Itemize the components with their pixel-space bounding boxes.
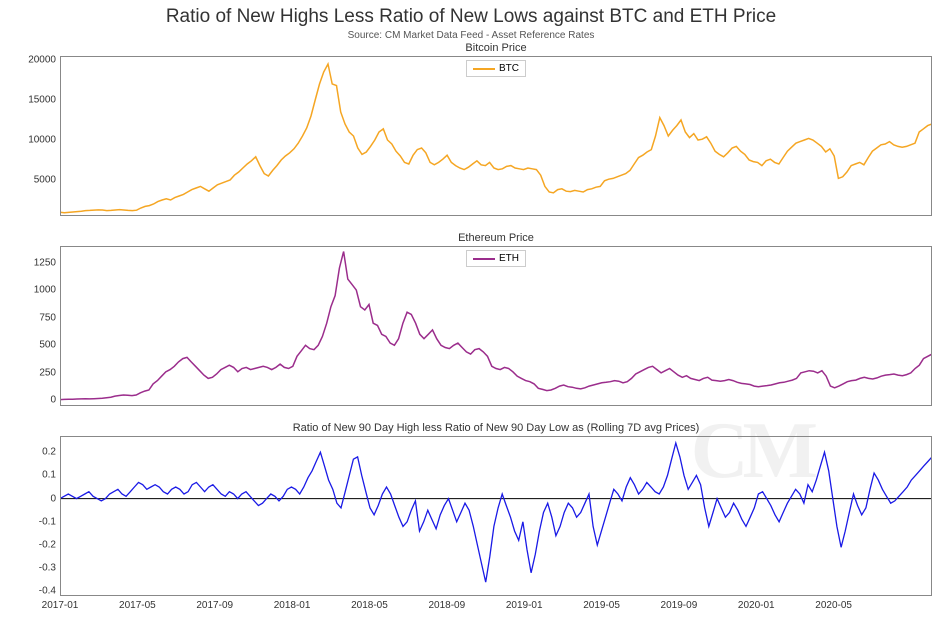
y-tick-label: -0.2 [39,539,60,550]
panel-eth: Ethereum Price ETH 025050075010001250 [60,246,932,406]
panel-ratio-title: Ratio of New 90 Day High less Ratio of N… [60,422,932,434]
x-tick-label: 2020-01 [738,596,775,611]
panel-eth-title: Ethereum Price [60,232,932,244]
y-tick-label: -0.1 [39,516,60,527]
x-tick-label: 2019-01 [506,596,543,611]
legend-btc: BTC [466,60,526,77]
y-tick-label: 1250 [34,257,60,268]
chart-ratio-svg [60,436,932,596]
legend-btc-swatch [473,68,495,70]
y-tick-label: -0.3 [39,563,60,574]
x-tick-label: 2017-05 [119,596,156,611]
x-tick-label: 2019-05 [583,596,620,611]
chart-btc-svg [60,56,932,216]
y-tick-label: 20000 [28,55,60,66]
x-tick-label: 2019-09 [661,596,698,611]
legend-eth: ETH [466,250,526,267]
y-tick-label: 1000 [34,285,60,296]
legend-btc-label: BTC [499,63,519,74]
y-tick-label: 0 [50,493,60,504]
y-tick-label: 5000 [34,175,60,186]
x-tick-label: 2017-01 [42,596,79,611]
x-tick-label: 2020-05 [815,596,852,611]
chart-subtitle: Source: CM Market Data Feed - Asset Refe… [0,28,942,43]
y-tick-label: 500 [39,340,60,351]
y-tick-label: 750 [39,312,60,323]
panel-btc-title: Bitcoin Price [60,42,932,54]
y-tick-label: 0.1 [42,470,60,481]
panel-ratio: Ratio of New 90 Day High less Ratio of N… [60,436,932,596]
y-tick-label: 250 [39,367,60,378]
legend-eth-swatch [473,258,495,260]
x-tick-label: 2017-09 [196,596,233,611]
chart-eth-svg [60,246,932,406]
y-tick-label: 0 [50,395,60,406]
panel-btc: Bitcoin Price BTC 5000100001500020000 [60,56,932,216]
x-tick-label: 2018-05 [351,596,388,611]
y-tick-label: 0.2 [42,447,60,458]
y-tick-label: 15000 [28,95,60,106]
chart-title: Ratio of New Highs Less Ratio of New Low… [0,0,942,28]
x-tick-label: 2018-01 [274,596,311,611]
y-tick-label: 10000 [28,135,60,146]
x-tick-label: 2018-09 [428,596,465,611]
legend-eth-label: ETH [499,253,519,264]
